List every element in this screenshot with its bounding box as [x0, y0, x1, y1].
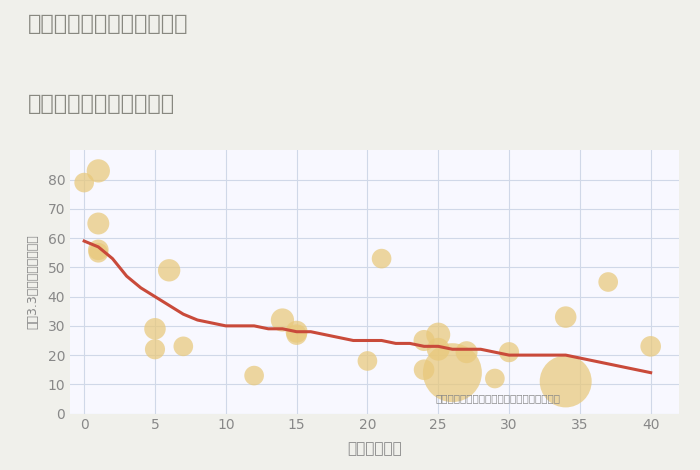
Point — [433, 331, 444, 338]
Point — [149, 345, 160, 353]
Point — [362, 357, 373, 365]
Point — [603, 278, 614, 286]
Point — [291, 328, 302, 336]
Point — [560, 378, 571, 385]
Point — [92, 220, 104, 227]
Point — [461, 348, 472, 356]
Y-axis label: 坪（3.3㎡）単価（万円）: 坪（3.3㎡）単価（万円） — [26, 235, 39, 329]
Point — [164, 266, 175, 274]
X-axis label: 築年数（年）: 築年数（年） — [347, 441, 402, 456]
Point — [645, 343, 657, 350]
Point — [291, 331, 302, 338]
Point — [178, 343, 189, 350]
Point — [433, 345, 444, 353]
Point — [248, 372, 260, 379]
Text: 築年数別中古戸建て価格: 築年数別中古戸建て価格 — [28, 94, 175, 114]
Text: 円の大きさは、取引のあった物件面積を示す: 円の大きさは、取引のあった物件面積を示す — [435, 393, 561, 403]
Point — [503, 348, 514, 356]
Point — [149, 325, 160, 333]
Point — [276, 316, 288, 324]
Point — [92, 167, 104, 175]
Point — [489, 375, 500, 382]
Text: 三重県松阪市嬉野一志町の: 三重県松阪市嬉野一志町の — [28, 14, 188, 34]
Point — [447, 369, 458, 376]
Point — [92, 246, 104, 254]
Point — [78, 179, 90, 186]
Point — [419, 337, 430, 344]
Point — [376, 255, 387, 262]
Point — [560, 313, 571, 321]
Point — [419, 366, 430, 374]
Point — [92, 249, 104, 257]
